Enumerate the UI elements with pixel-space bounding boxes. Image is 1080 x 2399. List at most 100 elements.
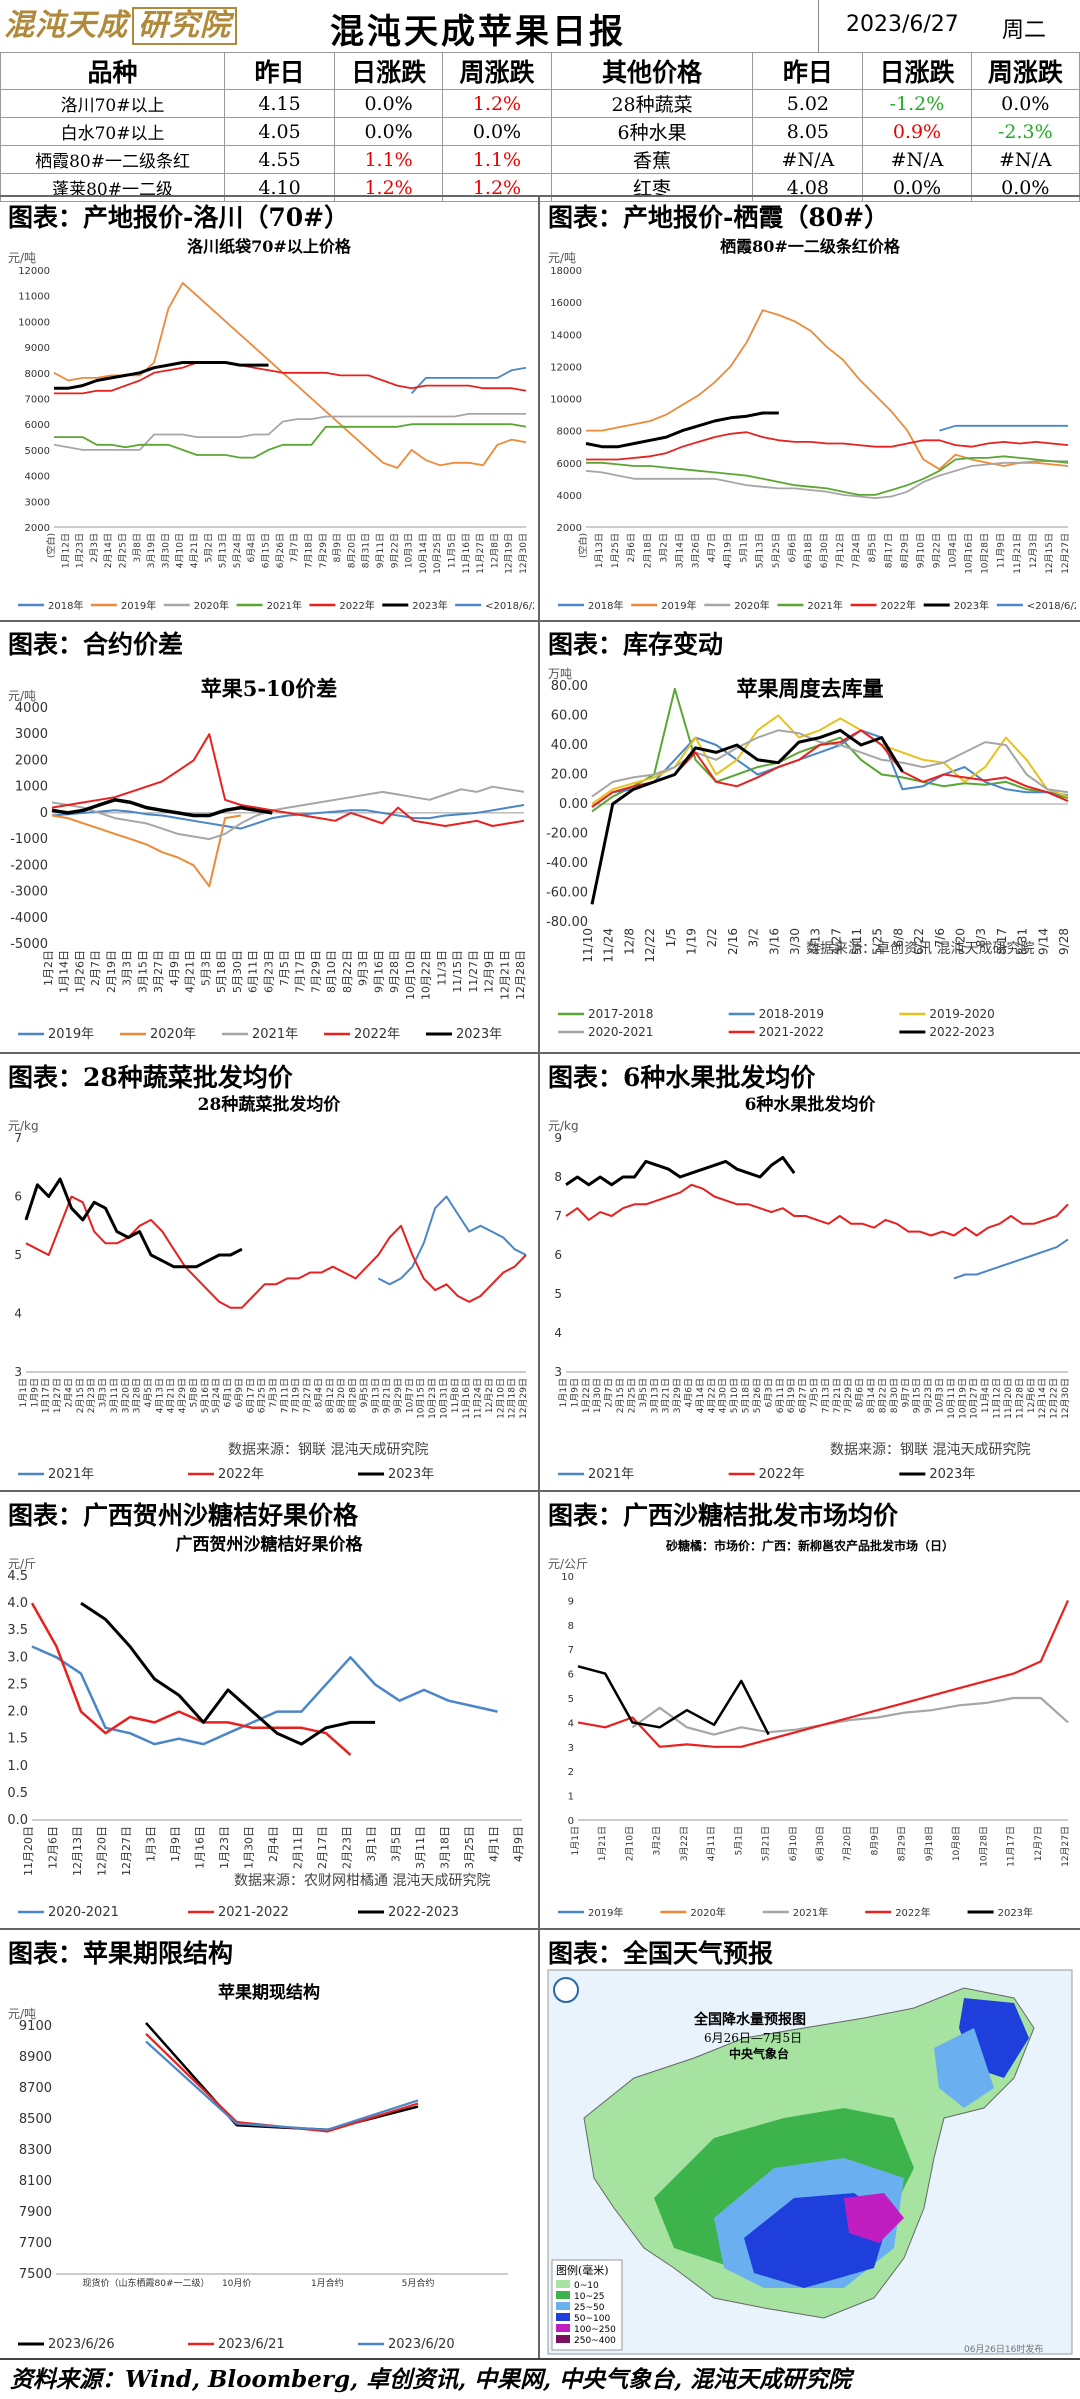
- price-cell: 1.2%: [442, 89, 552, 118]
- price-row: 蓬莱80#一二级 4.10 1.2% 1.2% 红枣 4.08 0.0% 0.0%: [0, 173, 1080, 202]
- y-tick-label: 4000: [557, 491, 582, 502]
- x-tick-label: 5/25: [871, 928, 885, 955]
- x-tick-label: 1月9日: [569, 1378, 580, 1407]
- x-tick-label: 3/16: [767, 928, 781, 955]
- x-tick-label: 3月8日: [132, 533, 143, 562]
- y-tick-label: -40.00: [546, 856, 588, 871]
- x-tick-label: 1月合约: [311, 2277, 344, 2289]
- x-tick-label: 4月9日: [512, 1826, 525, 1862]
- price-cell: 洛川70#以上: [0, 89, 226, 118]
- x-tick-label: 3月28日: [132, 1378, 143, 1413]
- x-tick-label: 12月27日: [1060, 1826, 1071, 1867]
- x-tick-label: 11月16日: [461, 533, 472, 574]
- x-tick-label: 12月27日: [120, 1826, 133, 1876]
- legend-label: 250~400: [574, 2336, 616, 2346]
- x-tick-label: 8月12日: [325, 1378, 336, 1413]
- legend-label: <2018/6/28: [485, 601, 534, 612]
- chart-title: 洛川纸袋70#以上价格: [187, 237, 352, 256]
- y-tick-label: 3.0: [7, 1650, 28, 1665]
- price-cell: 0.0%: [333, 117, 444, 146]
- x-tick-label: 1月13日: [594, 533, 605, 568]
- x-tick-label: 5月18日: [215, 950, 228, 993]
- y-tick-label: 8100: [19, 2174, 52, 2189]
- x-tick-label: 3/30: [788, 928, 802, 955]
- x-tick-label: 1月23日: [75, 533, 86, 568]
- y-tick-label: 20.00: [551, 768, 588, 783]
- price-cell: 0.0%: [970, 173, 1080, 202]
- report-weekday: 周二: [1002, 18, 1047, 43]
- y-tick-label: 2.5: [7, 1677, 28, 1692]
- weather-stamp: 06月26日16时发布: [964, 2343, 1043, 2355]
- x-tick-label: 10月7日: [404, 1378, 415, 1413]
- x-tick-label: 7月7日: [289, 533, 300, 562]
- y-tick-label: 18000: [550, 266, 582, 277]
- legend-label: 2019年: [588, 1906, 623, 1919]
- series-line: [51, 814, 241, 888]
- price-row: 洛川70#以上 4.15 0.0% 1.2% 28种蔬菜 5.02 -1.2% 0.0%: [0, 89, 1080, 118]
- x-tick-label: 7月18日: [303, 533, 314, 568]
- price-cell: 8.05: [752, 117, 864, 146]
- x-tick-label: 8月31日: [361, 533, 372, 568]
- series-line: [953, 1238, 1069, 1280]
- price-cell: 1.1%: [442, 145, 552, 174]
- price-col-header: 周涨跌: [970, 52, 1080, 90]
- series-line: [24, 1177, 243, 1269]
- chart-background: [4, 1968, 534, 2356]
- y-tick-label: 9100: [19, 2019, 52, 2034]
- x-tick-label: 6月3日: [763, 1378, 774, 1407]
- x-tick-label: 3月5日: [390, 1826, 403, 1862]
- price-row: 栖霞80#一二级条红 4.55 1.1% 1.1% 香蕉 #N/A #N/A #N/A: [0, 145, 1080, 174]
- x-tick-label: 6月4日: [246, 533, 257, 562]
- legend-label: 2018年: [588, 599, 623, 612]
- x-tick-label: 12月22日: [1049, 1378, 1060, 1419]
- x-tick-label: 12月30日: [1060, 1378, 1071, 1419]
- x-tick-label: 1月1日: [18, 1378, 29, 1407]
- x-tick-label: 7月5日: [278, 950, 291, 986]
- x-tick-label: 12月7日: [1033, 1826, 1044, 1861]
- weather-map: 全国降水量预报图 6月26日—7月5日 中央气象台 图例(毫米) 0~1010~…: [544, 1968, 1076, 2356]
- price-cell: #N/A: [752, 145, 864, 174]
- legend-label: 2023/6/20: [388, 2337, 455, 2352]
- chart-gx-wholesale: 砂糖橘：市场价：广西：新柳邕农产品批发市场（日） 元/公斤 0 1 2 3 4 5 6 7 8 9 10…: [544, 1530, 1076, 1924]
- price-cell: 香蕉: [550, 145, 754, 174]
- y-tick-label: 8000: [25, 369, 50, 380]
- x-tick-label: (空白): [45, 533, 57, 558]
- x-tick-label: 5月13日: [218, 533, 229, 568]
- series-line: [145, 2040, 419, 2131]
- x-tick-label: 12月18日: [507, 1378, 518, 1419]
- y-tick-label: 9: [568, 1596, 574, 1607]
- y-tick-label: 12000: [18, 266, 50, 277]
- x-tick-label: 5月25日: [771, 533, 782, 568]
- x-tick-label: 10月3日: [935, 1378, 946, 1413]
- x-tick-label: 现货价（山东栖霞80#一二级）: [83, 2277, 210, 2289]
- y-tick-label: 6000: [25, 420, 50, 431]
- series-line: [565, 1156, 796, 1187]
- x-tick-label: 2月6日: [626, 533, 637, 562]
- x-tick-label: 7月24日: [851, 533, 862, 568]
- series-line: [51, 785, 525, 841]
- y-tick-label: 12000: [550, 362, 582, 373]
- chart-inventory: 苹果周度去库量 万吨 -80.00 -60.00 -40.00 -20.00 0.00 20.…: [544, 658, 1076, 1048]
- price-cell: 28种蔬菜: [550, 89, 754, 118]
- series-line: [586, 455, 1069, 496]
- x-tick-label: 4月19日: [723, 533, 734, 568]
- x-tick-label: 1月16日: [194, 1826, 207, 1869]
- y-tick-label: 3: [554, 1365, 562, 1379]
- weather-dates: 6月26日—7月5日: [704, 2031, 802, 2045]
- y-tick-label: 8: [554, 1170, 562, 1184]
- x-tick-label: 6月15日: [261, 533, 272, 568]
- x-tick-label: 6月10日: [788, 1826, 799, 1861]
- price-col-header: 品种: [0, 52, 226, 90]
- x-tick-label: 2月15日: [615, 1378, 626, 1413]
- y-tick-label: 11000: [18, 292, 50, 303]
- x-tick-label: 7月11日: [279, 1378, 290, 1413]
- x-tick-label: 4月10日: [175, 533, 186, 568]
- x-tick-label: 5月13日: [755, 533, 766, 568]
- x-tick-label: 10月19日: [957, 1378, 968, 1419]
- x-tick-label: 9月3日: [357, 950, 370, 986]
- x-tick-label: 4月21日: [189, 533, 200, 568]
- x-tick-label: 9月23日: [923, 1378, 934, 1413]
